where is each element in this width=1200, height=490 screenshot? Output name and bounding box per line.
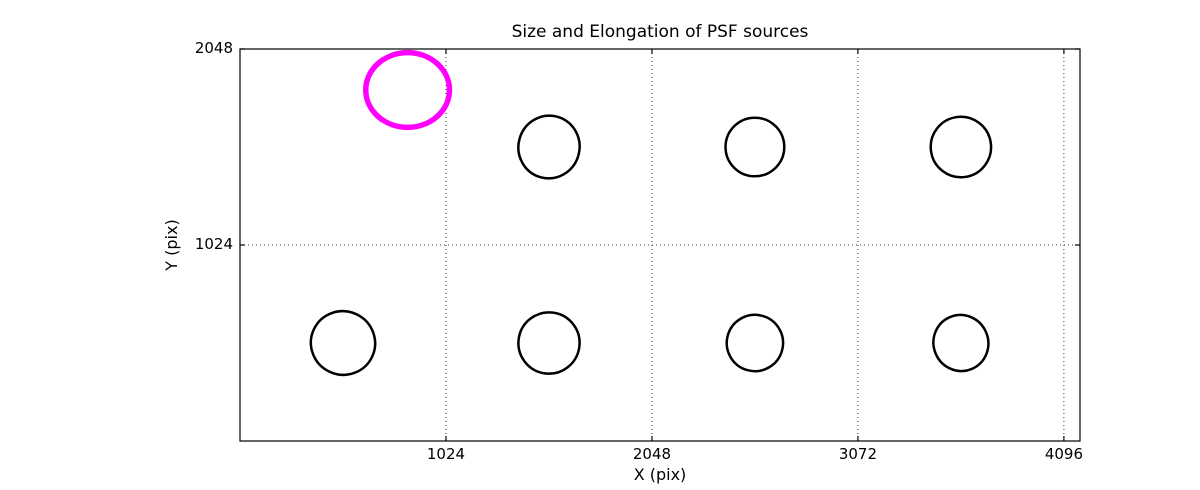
psf-ellipse-2 (724, 116, 786, 178)
x-tick-label-1024: 1024 (427, 445, 465, 463)
psf-ellipse-3 (929, 115, 993, 179)
psf-ellipse-5 (517, 311, 581, 375)
psf-ellipse-4 (309, 309, 377, 377)
chart-title: Size and Elongation of PSF sources (512, 22, 809, 42)
y-tick-label-2048: 2048 (195, 39, 233, 57)
tick-labels: 1024 2048 3072 4096 1024 2048 (195, 39, 1083, 463)
y-axis-label: Y (pix) (162, 219, 181, 271)
y-tick-label-1024: 1024 (195, 235, 233, 253)
x-tick-label-3072: 3072 (839, 445, 877, 463)
psf-ellipse-6 (725, 313, 785, 373)
grid-lines (240, 49, 1080, 441)
x-tick-label-2048: 2048 (633, 445, 671, 463)
psf-ellipse-magenta (363, 49, 453, 131)
axes-frame (239, 48, 1081, 442)
psf-ellipse-1 (517, 114, 581, 180)
psf-ellipse-7 (932, 313, 990, 373)
x-axis-label: X (pix) (634, 465, 687, 484)
x-tick-label-4096: 4096 (1045, 445, 1083, 463)
psf-ellipses (309, 49, 993, 377)
